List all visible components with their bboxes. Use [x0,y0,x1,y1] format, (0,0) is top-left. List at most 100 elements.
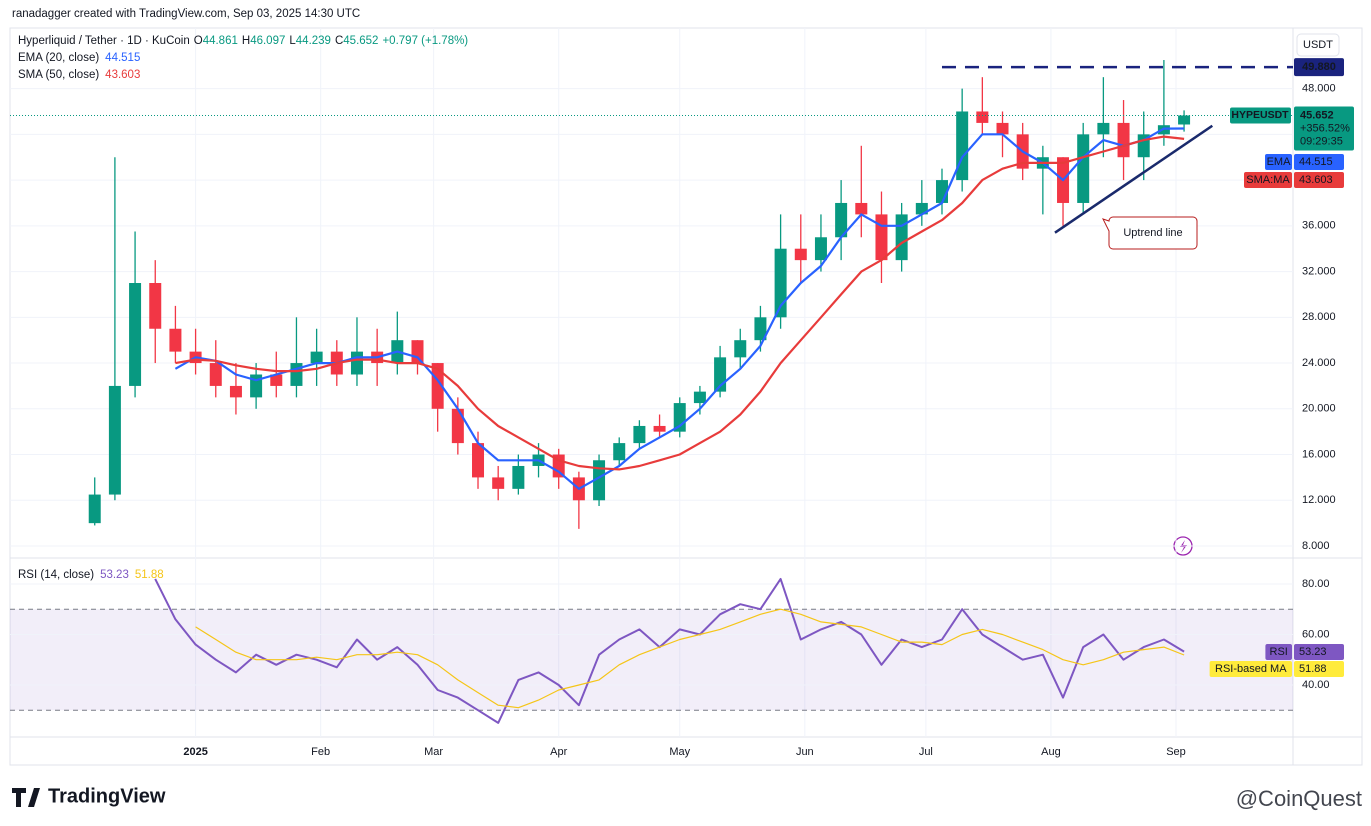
y-tick-label: 80.00 [1302,578,1330,590]
candle-body [835,202,848,238]
y-tick-label: 24.000 [1302,357,1336,369]
y-tick-label: 16.000 [1302,448,1336,460]
rsi-tag-name: RSI [1270,646,1288,658]
x-tick-label: Apr [550,746,567,758]
candle-body [149,283,162,329]
candle-body [653,425,666,432]
candle-body [633,425,646,444]
y-tick-label: 48.000 [1302,83,1336,95]
candle-body [855,202,868,215]
candle-body [1178,115,1191,125]
candle-body [774,248,787,318]
indicator-name: EMA (20, close) [18,52,99,64]
ohlc-value: 45.652 [343,35,378,47]
candle-body [794,248,807,261]
logo: TradingView [12,785,166,807]
y-tick-label: 40.00 [1302,679,1330,691]
currency-box [1296,33,1340,57]
candle-body [754,317,767,341]
candle-body [996,122,1009,135]
indicator-value: 43.603 [105,69,140,81]
candle-body [88,494,101,524]
countdown: 09:29:35 [1300,135,1343,147]
rsi-tag-name: RSI-based MA [1215,663,1287,675]
candle-body [976,111,989,123]
logo-text: TradingView [48,785,166,807]
symbol-tag: HYPEUSDT [1231,109,1289,121]
candle-body [270,374,283,386]
price-tag-label: 49.880 [1302,61,1336,73]
candle-body [350,351,363,375]
candle-body [108,385,121,495]
ma-tag-name: SMA:MA [1246,174,1290,186]
currency: USDT [1303,39,1333,51]
price-tag [1294,58,1344,77]
candle-body [1077,134,1090,203]
candle-body [492,477,505,489]
x-tick-label: Sep [1166,746,1186,758]
ohlc-label: C [335,35,343,47]
rsi-tag-box [1294,661,1344,677]
ma-line [175,135,1185,471]
ma-tag-name-box [1244,172,1292,188]
annotation-box [1102,216,1198,250]
indicator-value: 44.515 [105,52,140,64]
candle-body [250,374,263,398]
y-tick-label: 20.000 [1302,403,1336,415]
ohlc-label: O [194,35,203,47]
indicator-name: SMA (50, close) [18,69,99,81]
legend: EMA (20, close) 44.515 [18,52,140,64]
rsi-line [195,608,1185,709]
candle-body [613,443,626,461]
ma-tag-name: EMA [1267,156,1292,168]
ma-tag-box [1294,172,1344,188]
change: +0.797 (+1.78%) [382,35,468,47]
candle-body [512,465,525,489]
candle-body [472,443,485,478]
candle-body [814,237,827,261]
x-tick-label: Jul [919,746,933,758]
ohlc-value: 46.097 [250,35,285,47]
symbol-tag-box [1230,107,1291,124]
ohlc-label: H [242,35,250,47]
trend-line [1054,124,1214,234]
candle-body [593,460,606,501]
candle-body [411,340,424,364]
x-tick-label: Jun [796,746,814,758]
x-tick-label: Mar [424,746,443,758]
rsi-line [154,577,1185,724]
x-tick-label: Aug [1041,746,1061,758]
candle-body [875,214,888,261]
rsi-tag-name-box [1265,644,1292,660]
frame [9,27,1363,766]
rsi-value: 51.88 [135,569,164,581]
candle-body [451,408,464,444]
rsi-tag-name-box [1209,661,1292,677]
ma-tag-name-box [1265,154,1292,170]
last-price: 45.652 [1300,109,1334,121]
legend: RSI (14, close) 53.23 51.88 [18,569,164,581]
rsi-tag-box [1294,644,1344,660]
x-tick-label: 2025 [183,746,207,758]
rsi-band [10,609,1293,711]
ohlc-value: 44.239 [296,35,331,47]
last-price-box [1294,106,1354,151]
candle-body [310,351,323,364]
candle-body [129,283,142,386]
y-tick-label: 60.00 [1302,628,1330,640]
candle-body [895,214,908,261]
candle-body [209,363,222,386]
y-tick-label: 12.000 [1302,494,1336,506]
candle-body [431,363,444,409]
y-tick-label: 32.000 [1302,265,1336,277]
candle-body [169,328,182,352]
rsi-title: RSI (14, close) [18,569,94,581]
symbol-change: +356.52% [1300,122,1350,134]
annotation: Uptrend line [1123,227,1182,239]
y-tick-label: 28.000 [1302,311,1336,323]
logo-mark [12,788,40,807]
ma-tag-box [1294,154,1344,170]
x-tick-label: May [669,746,690,758]
y-tick-label: 36.000 [1302,220,1336,232]
